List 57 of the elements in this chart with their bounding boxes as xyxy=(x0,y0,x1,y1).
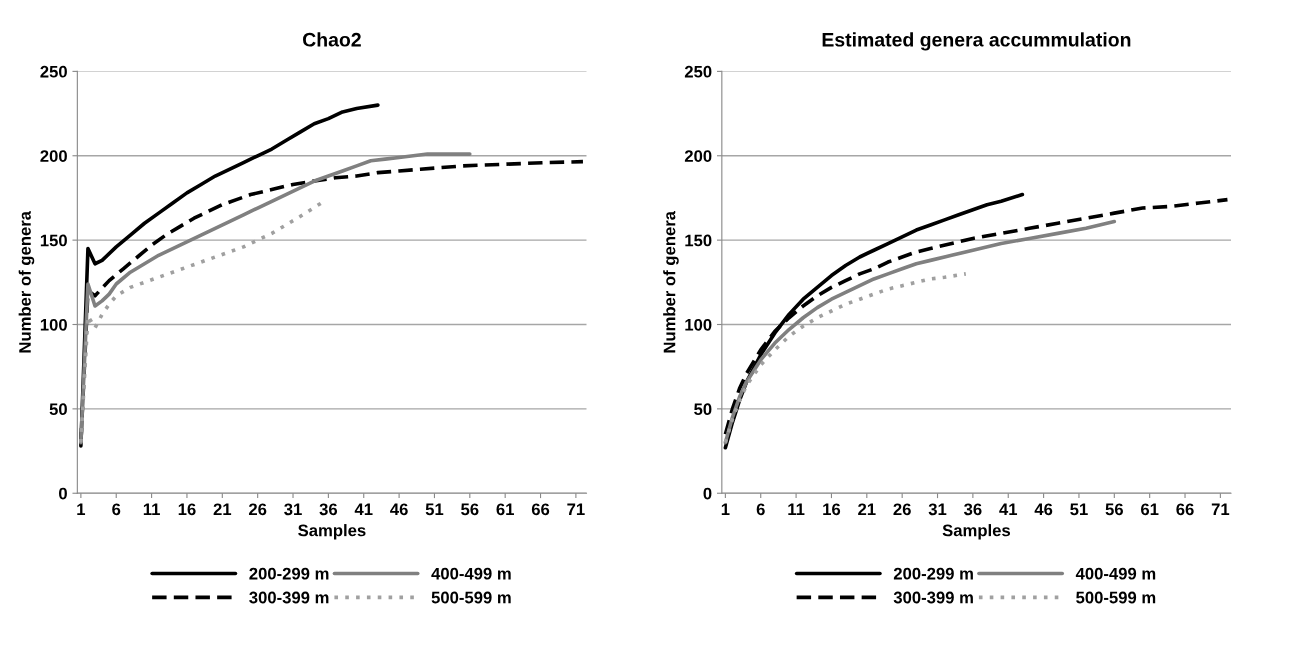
y-tick-label: 200 xyxy=(684,150,712,162)
x-tick-label: 36 xyxy=(964,503,982,516)
x-tick-label: 11 xyxy=(143,503,160,516)
x-tick-label: 51 xyxy=(425,503,444,516)
legend-label: 200-299 m xyxy=(249,567,329,580)
legend-label: 200-299 m xyxy=(893,567,973,580)
legend-label: 400-499 m xyxy=(431,567,511,580)
x-tick-label: 1 xyxy=(77,503,86,516)
y-tick-label: 250 xyxy=(684,65,712,78)
x-tick-label: 46 xyxy=(1034,503,1053,516)
y-tick-label: 100 xyxy=(40,318,67,331)
legend-label: 400-499 m xyxy=(1075,567,1156,580)
x-tick-label: 61 xyxy=(1141,503,1159,516)
x-tick-label: 31 xyxy=(928,503,947,516)
chart-title: Estimated genera accummulation xyxy=(822,32,1131,51)
x-tick-label: 16 xyxy=(823,503,841,516)
x-tick-label: 16 xyxy=(178,503,196,516)
x-tick-label: 41 xyxy=(999,503,1018,516)
x-tick-label: 46 xyxy=(390,503,408,516)
line-series xyxy=(723,219,1117,445)
x-tick-label: 66 xyxy=(531,503,550,516)
x-tick-label: 71 xyxy=(1211,503,1230,516)
y-tick-label: 100 xyxy=(685,318,712,331)
y-tick-label: 200 xyxy=(40,150,67,162)
y-tick-label: 0 xyxy=(59,487,67,500)
legend-label: 500-599 m xyxy=(431,591,511,604)
y-tick-label: 250 xyxy=(40,65,67,78)
x-tick-label: 31 xyxy=(284,503,302,516)
y-axis-title: Number of genera xyxy=(18,210,35,353)
x-tick-label: 51 xyxy=(1070,503,1088,516)
x-tick-label: 71 xyxy=(567,503,585,516)
x-tick-label: 6 xyxy=(756,503,765,516)
x-axis-title: Samples xyxy=(298,524,366,540)
x-tick-label: 66 xyxy=(1176,503,1194,516)
chart-title: Chao2 xyxy=(303,32,361,47)
x-tick-label: 21 xyxy=(858,503,876,516)
x-tick-label: 26 xyxy=(893,503,911,516)
x-tick-label: 6 xyxy=(112,503,121,516)
y-tick-label: 150 xyxy=(685,234,712,247)
legend-label: 300-399 m xyxy=(249,591,329,604)
y-tick-label: 150 xyxy=(40,234,67,247)
x-tick-label: 1 xyxy=(721,503,730,516)
y-axis-title: Number of genera xyxy=(663,210,679,353)
x-tick-label: 11 xyxy=(788,503,805,516)
x-tick-label: 36 xyxy=(319,503,338,516)
x-tick-label: 56 xyxy=(461,503,479,516)
x-tick-label: 26 xyxy=(248,503,267,516)
legend-label: 300-399 m xyxy=(893,591,973,604)
x-tick-label: 21 xyxy=(213,503,232,516)
legend-label: 500-599 m xyxy=(1076,591,1156,604)
x-tick-label: 61 xyxy=(496,503,514,516)
y-tick-label: 50 xyxy=(49,403,67,416)
y-tick-label: 0 xyxy=(703,487,712,500)
y-tick-label: 50 xyxy=(694,403,712,416)
x-tick-label: 56 xyxy=(1105,503,1123,516)
x-tick-label: 41 xyxy=(354,503,373,516)
x-axis-title: Samples xyxy=(942,524,1011,540)
